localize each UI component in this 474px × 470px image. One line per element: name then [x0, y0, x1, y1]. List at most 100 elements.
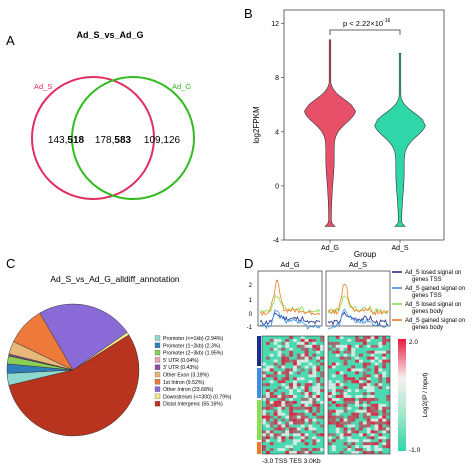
heatmap-cell	[296, 365, 301, 369]
heatmap-cell	[289, 389, 294, 393]
heatmap-cell	[265, 389, 270, 393]
pie-legend-swatch	[154, 393, 161, 400]
heatmap-cell	[347, 445, 352, 449]
heatmap-cell	[273, 395, 278, 398]
heatmap-cell	[320, 374, 325, 378]
heatmap-cell	[304, 359, 309, 363]
heatmap-cell	[293, 418, 297, 422]
heatmap-cell	[359, 448, 363, 452]
heatmap-cell	[293, 412, 297, 416]
heatmap-cell	[366, 397, 371, 401]
heatmap-cell	[273, 412, 278, 416]
heatmap-cell	[285, 344, 290, 348]
heatmap-cell	[285, 424, 290, 428]
heatmap-cell	[293, 368, 297, 372]
heatmap-cell	[386, 395, 391, 398]
heatmap-cell	[289, 448, 294, 452]
heatmap-cell	[277, 424, 282, 428]
heatmap-cell	[289, 451, 294, 454]
heatmap-cell	[316, 347, 321, 351]
heatmap-cell	[277, 350, 282, 354]
heatmap-cell	[312, 386, 317, 390]
heatmap-cell	[386, 386, 391, 390]
heatmap-cell	[359, 383, 363, 387]
heatmap-cell	[277, 353, 282, 357]
heatmap-cell	[296, 406, 301, 410]
heatmap-cell	[304, 386, 309, 390]
heatmap-cell	[300, 356, 305, 360]
heatmap-cell	[320, 389, 325, 393]
heatmap-cell	[362, 338, 367, 342]
pie-legend-label: Promoter (2~3kb) (1.95%)	[163, 351, 223, 357]
heatmap-cell	[289, 392, 294, 395]
heatmap-cell	[285, 356, 290, 360]
heatmap-cell	[328, 409, 332, 413]
heatmap-cell	[320, 344, 325, 348]
heatmap-cell	[347, 430, 352, 434]
heatmap-cell	[386, 442, 391, 446]
heatmap-cell	[374, 409, 379, 413]
heatmap-cell	[269, 374, 274, 378]
heatmap-cell	[320, 415, 325, 419]
heatmap-cell	[374, 403, 379, 407]
heatmap-cell	[304, 433, 309, 437]
heatmap-cell	[277, 386, 282, 390]
venn-circle-right	[71, 76, 195, 200]
heatmap-cell	[366, 415, 371, 419]
profile-title-ad-s: Ad_S	[349, 260, 367, 269]
heatmap-cell	[374, 445, 379, 449]
heatmap-cell	[316, 439, 321, 443]
panel-c: C Ad_S_vs_Ad_G_alldiff_annotation Promot…	[6, 256, 232, 437]
heatmap-cell	[378, 359, 383, 363]
heatmap-cell	[293, 365, 297, 369]
heatmap-cell	[366, 374, 371, 378]
heatmap-cell	[293, 427, 297, 431]
heatmap-cell	[359, 421, 363, 425]
heatmap-cell	[378, 418, 383, 422]
heatmap-cell	[351, 347, 356, 351]
heatmap-cell	[316, 409, 321, 413]
heatmap-cell	[312, 365, 317, 369]
venn-circle-left	[31, 76, 155, 200]
heatmap-cell	[351, 400, 356, 404]
heatmap-cell	[335, 412, 340, 416]
heatmap-cell	[300, 400, 305, 404]
heatmap-cell	[382, 406, 387, 410]
heatmap-cell	[300, 418, 305, 422]
profile-legend: Ad_S losed signal on genes TSS Ad_S gained…	[392, 270, 465, 331]
heatmap-cell	[293, 421, 297, 425]
heatmap-cell	[386, 377, 391, 381]
pie-legend-swatch	[154, 349, 161, 356]
heatmap-cell	[296, 430, 301, 434]
heatmap-cell	[370, 436, 375, 440]
heatmap-cell	[359, 397, 363, 401]
heatmap-cell	[285, 377, 290, 381]
heatmap-cell	[308, 451, 313, 454]
profile-line	[327, 283, 389, 316]
heatmap-cell	[262, 368, 266, 372]
heatmap-cell	[362, 424, 367, 428]
heatmap-cell	[300, 336, 305, 339]
heatmap-cell	[374, 368, 379, 372]
heatmap-cell	[339, 395, 344, 398]
heatmap-cell	[289, 412, 294, 416]
heatmap-cell	[320, 362, 325, 366]
heatmap-cell	[359, 377, 363, 381]
heatmap-cell	[308, 397, 313, 401]
heatmap-cell	[370, 421, 375, 425]
heatmap-cell	[296, 389, 301, 393]
heatmap-cell	[281, 418, 286, 422]
heatmap-cell	[335, 341, 340, 345]
heatmap-cell	[328, 415, 332, 419]
heatmap-cell	[262, 362, 266, 366]
heatmap-cell	[265, 403, 270, 407]
heatmap-cell	[265, 451, 270, 454]
heatmap-cell	[289, 403, 294, 407]
heatmap-cell	[351, 365, 356, 369]
heatmap-cell	[265, 400, 270, 404]
heatmap-cell	[362, 442, 367, 446]
heatmap-cell	[378, 433, 383, 437]
heatmap-cell	[343, 350, 348, 354]
heatmap-cell	[347, 406, 352, 410]
heatmap-cell	[269, 421, 274, 425]
